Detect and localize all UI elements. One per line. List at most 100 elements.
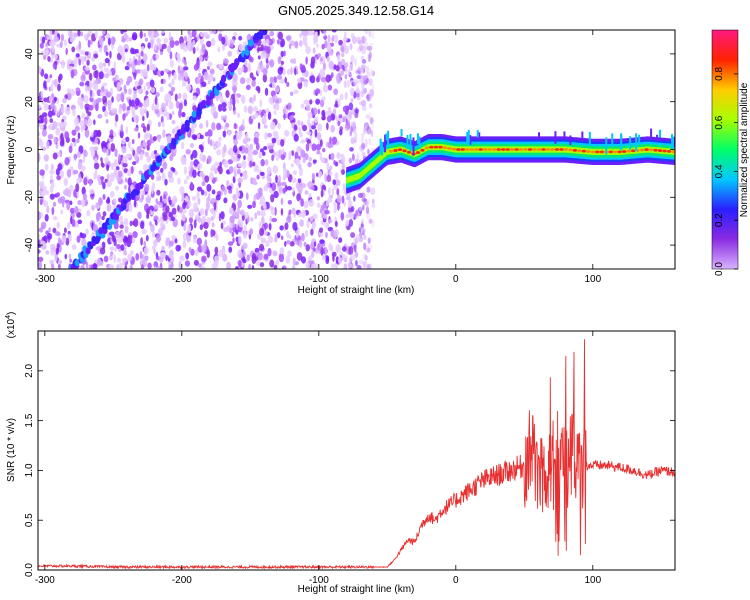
noise-speckle xyxy=(123,251,128,256)
noise-speckle xyxy=(343,62,349,68)
signal-ridge-core xyxy=(469,148,474,151)
noise-speckle xyxy=(272,250,278,257)
noise-speckle xyxy=(71,137,76,143)
noise-speckle xyxy=(294,151,299,161)
noise-speckle xyxy=(239,209,246,216)
noise-speckle xyxy=(122,113,126,121)
noise-speckle xyxy=(113,61,117,70)
noise-speckle xyxy=(363,122,370,131)
noise-speckle xyxy=(360,132,365,138)
noise-speckle xyxy=(319,139,323,147)
noise-speckle xyxy=(122,163,128,168)
noise-speckle xyxy=(202,31,209,37)
noise-speckle xyxy=(94,138,98,145)
noise-speckle xyxy=(109,254,113,261)
noise-speckle xyxy=(291,177,297,184)
noise-speckle xyxy=(214,161,220,167)
noise-speckle xyxy=(182,240,187,249)
noise-speckle xyxy=(201,255,207,263)
noise-speckle xyxy=(327,42,331,52)
signal-ridge-spike xyxy=(412,137,415,156)
noise-speckle xyxy=(167,45,172,54)
signal-ridge-core xyxy=(500,148,506,151)
noise-speckle xyxy=(235,266,239,269)
noise-speckle xyxy=(295,229,299,238)
noise-speckle xyxy=(155,92,160,98)
noise-speckle xyxy=(77,30,81,37)
noise-speckle xyxy=(257,87,261,94)
noise-speckle xyxy=(114,148,118,158)
noise-speckle xyxy=(160,70,165,76)
noise-speckle xyxy=(238,219,244,228)
noise-speckle xyxy=(56,192,61,197)
noise-speckle xyxy=(294,40,299,49)
noise-speckle xyxy=(104,156,109,163)
noise-speckle xyxy=(67,233,71,239)
noise-speckle xyxy=(369,68,373,77)
noise-speckle xyxy=(178,260,182,269)
noise-speckle xyxy=(145,234,149,242)
noise-speckle xyxy=(232,139,239,145)
noise-speckle xyxy=(246,254,251,262)
noise-speckle xyxy=(364,244,369,253)
noise-speckle xyxy=(45,42,48,48)
noise-speckle xyxy=(334,172,339,181)
signal-ridge-spike xyxy=(611,133,614,146)
noise-speckle xyxy=(178,109,182,118)
noise-speckle xyxy=(239,77,246,85)
noise-speckle xyxy=(204,131,209,137)
spectrogram-x-tick-label: 0 xyxy=(453,274,459,285)
noise-speckle xyxy=(100,157,103,162)
noise-speckle xyxy=(290,66,293,75)
noise-speckle xyxy=(39,42,44,49)
noise-speckle xyxy=(243,105,248,113)
noise-speckle xyxy=(102,95,107,104)
noise-speckle xyxy=(340,211,345,221)
noise-speckle xyxy=(227,130,231,137)
noise-speckle xyxy=(235,187,239,195)
noise-speckle xyxy=(171,207,177,215)
noise-speckle xyxy=(365,94,370,100)
noise-speckle xyxy=(368,112,372,121)
signal-ridge-core xyxy=(393,149,398,152)
noise-speckle xyxy=(164,94,168,103)
noise-speckle xyxy=(273,237,278,243)
noise-speckle xyxy=(85,261,89,269)
noise-speckle xyxy=(199,152,203,161)
noise-speckle xyxy=(368,78,373,86)
noise-speckle xyxy=(181,57,185,64)
noise-speckle xyxy=(70,216,73,225)
noise-speckle xyxy=(193,234,197,244)
diagonal-streak-mark xyxy=(74,259,80,267)
signal-ridge-core xyxy=(590,150,596,154)
noise-speckle xyxy=(145,97,150,106)
noise-speckle xyxy=(140,264,144,269)
noise-speckle xyxy=(90,264,94,269)
noise-speckle xyxy=(126,106,131,111)
noise-speckle xyxy=(51,125,55,131)
noise-speckle xyxy=(273,264,278,269)
noise-speckle xyxy=(351,153,355,162)
noise-speckle xyxy=(102,147,107,154)
noise-speckle xyxy=(84,129,90,138)
noise-speckle xyxy=(131,139,135,145)
noise-speckle xyxy=(229,215,235,224)
noise-speckle xyxy=(138,88,144,95)
noise-speckle xyxy=(193,63,199,71)
signal-ridge-core xyxy=(671,150,675,154)
noise-speckle xyxy=(260,210,266,217)
signal-ridge-core xyxy=(586,150,591,153)
noise-speckle xyxy=(272,165,279,174)
noise-speckle xyxy=(308,156,313,162)
noise-speckle xyxy=(38,119,44,124)
noise-speckle xyxy=(147,84,150,90)
noise-speckle xyxy=(147,42,152,49)
noise-speckle xyxy=(318,170,323,179)
noise-speckle xyxy=(343,39,347,49)
noise-speckle xyxy=(196,190,200,200)
noise-speckle xyxy=(102,82,108,87)
noise-speckle xyxy=(183,179,188,185)
noise-speckle xyxy=(113,170,119,178)
noise-speckle xyxy=(52,201,57,207)
noise-speckle xyxy=(212,30,216,35)
